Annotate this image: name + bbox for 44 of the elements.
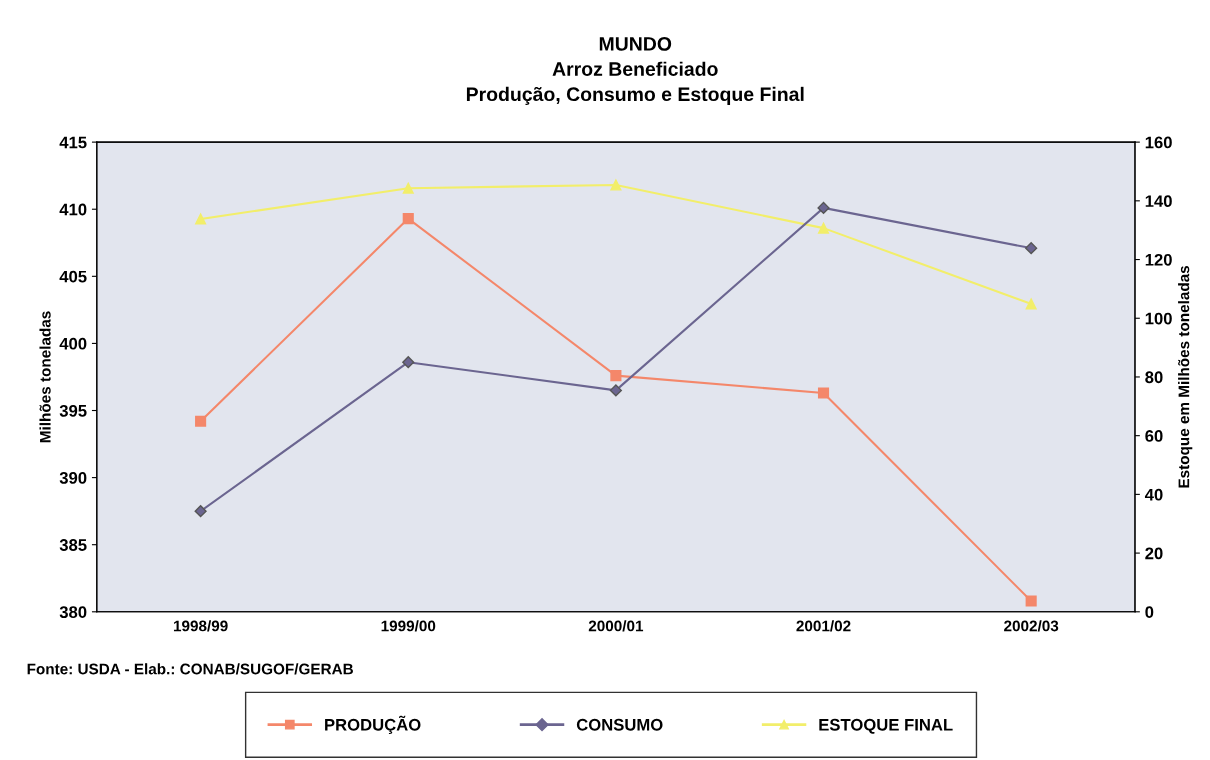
- legend-label: CONSUMO: [576, 718, 663, 731]
- legend-label: PRODUÇÃO: [325, 715, 421, 734]
- point: [1025, 298, 1037, 310]
- point: [817, 201, 830, 214]
- point: [1025, 242, 1038, 255]
- point: [609, 384, 622, 397]
- y-axis-title: Milhões toneladas: [39, 311, 51, 443]
- x-tick-label: 1998/99: [173, 620, 228, 632]
- point: [817, 387, 830, 399]
- y-tick-label: 380: [59, 606, 87, 619]
- y-tick-label: 415: [59, 136, 87, 149]
- y-tick-label: 405: [59, 270, 87, 283]
- y2-tick-label: 160: [1145, 136, 1172, 149]
- y2-tick-label: 120: [1145, 253, 1172, 266]
- point: [195, 415, 207, 427]
- point: [402, 182, 414, 194]
- x-tick-label: 2000/01: [588, 620, 644, 632]
- y-tick-label: 410: [59, 203, 87, 216]
- x-tick-label: 2002/03: [1004, 620, 1059, 632]
- y2-tick-label: 60: [1145, 430, 1163, 442]
- y2-tick-label: 20: [1145, 547, 1163, 560]
- y2-axis-title: Estoque em Milhões toneladas: [1178, 265, 1193, 488]
- y2-tick-label: 0: [1145, 606, 1154, 618]
- chart-title: MUNDO Arroz Beneficiado Produção, Consumo e Estoque Final: [466, 36, 804, 105]
- point: [402, 356, 415, 369]
- x-tick-label: 2001/02: [796, 620, 851, 632]
- point: [610, 370, 622, 382]
- point: [195, 213, 207, 225]
- y2-tick-label: 140: [1145, 195, 1172, 208]
- point: [817, 222, 830, 234]
- y2-tick-label: 100: [1145, 312, 1172, 325]
- legend-label: ESTOQUE FINAL: [819, 718, 953, 734]
- y-tick-label: 395: [59, 404, 87, 417]
- point: [610, 179, 622, 191]
- y-tick-label: 385: [59, 539, 87, 551]
- y-tick-label: 400: [59, 337, 87, 350]
- y2-tick-label: 80: [1145, 371, 1163, 384]
- y2-tick-label: 40: [1144, 488, 1163, 501]
- point: [1025, 595, 1037, 607]
- point: [194, 505, 207, 518]
- y-tick-label: 390: [59, 472, 87, 484]
- point: [402, 213, 414, 225]
- source-note: Fonte: USDA - Elab.: CONAB/SUGOF/GERAB: [27, 663, 353, 675]
- x-tick-label: 1999/00: [381, 620, 436, 632]
